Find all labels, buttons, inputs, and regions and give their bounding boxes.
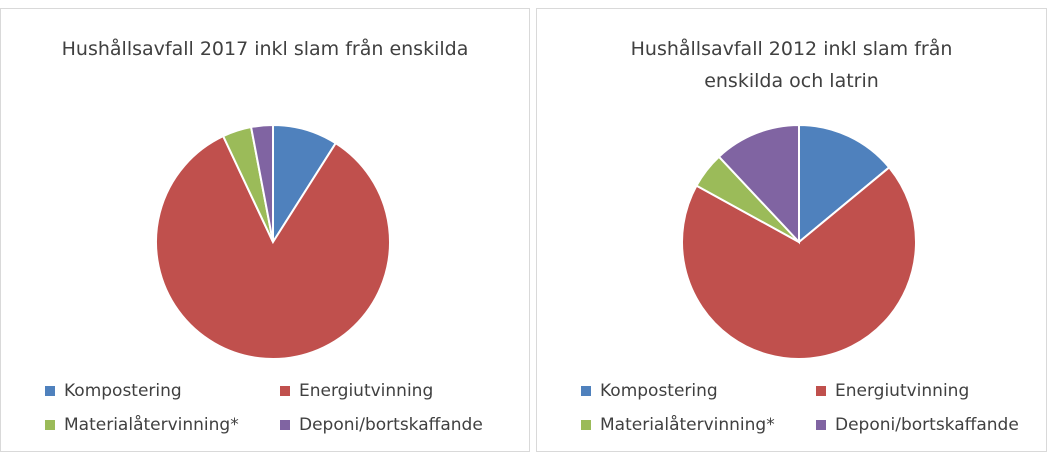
legend-item: Energiutvinning [816,381,1047,401]
chart-title: Hushållsavfall 2012 inkl slam från enski… [630,38,953,92]
pie-slice [155,134,391,360]
legend-label: Kompostering [600,381,718,401]
pie-chart [681,123,917,360]
pie-chart [155,123,391,360]
legend-swatch [280,420,290,430]
legend-swatch [581,386,591,396]
pie-slice [717,123,800,245]
legend: Kompostering Energiutvinning Materialåterv… [45,381,515,435]
legend-swatch [816,386,826,396]
legend-item: Energiutvinning [280,381,515,401]
legend-swatch [45,420,55,430]
legend-label: Deponi/bortskaffande [835,415,1019,435]
chart-title: Hushållsavfall 2017 inkl slam från enski… [61,38,469,60]
legend-swatch [280,386,290,396]
legend-label: Materialåtervinning* [64,415,239,435]
legend-swatch [816,420,826,430]
legend-item: Materialåtervinning* [581,415,816,435]
legend-label: Kompostering [64,381,182,401]
legend-swatch [45,386,55,396]
legend-item: Deponi/bortskaffande [816,415,1047,435]
pie-slice [681,166,917,360]
legend-swatch [581,420,591,430]
legend-item: Materialåtervinning* [45,415,280,435]
legend-label: Energiutvinning [299,381,434,401]
legend: Kompostering Energiutvinning Materialåterv… [581,381,1047,435]
legend-label: Deponi/bortskaffande [299,415,483,435]
pie-slice [249,123,274,243]
chart-panel: Hushållsavfall 2017 inkl slam från enski… [0,8,530,452]
legend-label: Materialåtervinning* [600,415,775,435]
legend-item: Kompostering [45,381,280,401]
pie-slice [798,123,891,245]
legend-label: Energiutvinning [835,381,970,401]
chart-panel: Hushållsavfall 2012 inkl slam från enski… [536,8,1047,452]
legend-item: Deponi/bortskaffande [280,415,515,435]
legend-item: Kompostering [581,381,816,401]
